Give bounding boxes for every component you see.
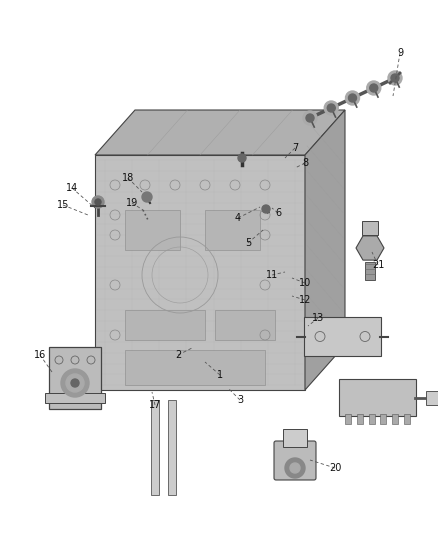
Bar [168, 400, 176, 495]
Circle shape [346, 91, 360, 105]
FancyBboxPatch shape [283, 429, 307, 447]
Text: 9: 9 [397, 48, 403, 58]
Text: 5: 5 [245, 238, 251, 248]
Circle shape [290, 463, 300, 473]
Text: 18: 18 [122, 173, 134, 183]
FancyBboxPatch shape [49, 347, 101, 409]
Text: 10: 10 [299, 278, 311, 288]
Circle shape [61, 369, 89, 397]
Bar [151, 400, 159, 495]
Circle shape [71, 379, 79, 387]
Text: 14: 14 [66, 183, 78, 193]
Circle shape [327, 104, 335, 112]
Circle shape [388, 71, 402, 85]
Text: 19: 19 [126, 198, 138, 208]
Circle shape [391, 74, 399, 82]
Text: 7: 7 [292, 143, 298, 153]
Text: 12: 12 [299, 295, 311, 305]
Text: 11: 11 [266, 270, 278, 280]
FancyBboxPatch shape [45, 393, 105, 403]
FancyBboxPatch shape [304, 317, 381, 356]
Bar [357, 414, 363, 424]
Bar [345, 414, 351, 424]
Text: 20: 20 [329, 463, 341, 473]
Bar [215, 310, 275, 340]
Polygon shape [356, 236, 384, 260]
Circle shape [92, 196, 104, 208]
Bar [125, 310, 205, 340]
Circle shape [238, 154, 246, 162]
Circle shape [66, 374, 84, 392]
Bar [380, 414, 386, 424]
Bar [392, 414, 398, 424]
Polygon shape [95, 155, 305, 390]
Circle shape [95, 199, 101, 205]
Bar [404, 414, 410, 424]
Circle shape [370, 84, 378, 92]
Text: 3: 3 [237, 395, 243, 405]
FancyBboxPatch shape [362, 221, 378, 235]
Circle shape [142, 192, 152, 202]
Text: 6: 6 [275, 208, 281, 218]
Bar [125, 210, 180, 250]
Circle shape [324, 101, 338, 115]
Polygon shape [95, 110, 345, 155]
Bar [369, 414, 374, 424]
Polygon shape [305, 110, 345, 390]
Bar [125, 350, 265, 385]
Circle shape [303, 111, 317, 125]
Text: 17: 17 [149, 400, 161, 410]
Circle shape [285, 458, 305, 478]
Text: 4: 4 [235, 213, 241, 223]
FancyBboxPatch shape [274, 441, 316, 480]
Text: 16: 16 [34, 350, 46, 360]
Circle shape [306, 114, 314, 122]
Circle shape [367, 81, 381, 95]
Text: 21: 21 [372, 260, 384, 270]
FancyBboxPatch shape [339, 379, 416, 416]
Bar [205, 210, 260, 250]
Text: 15: 15 [57, 200, 69, 210]
FancyBboxPatch shape [365, 262, 375, 280]
Circle shape [262, 205, 270, 213]
FancyBboxPatch shape [426, 391, 438, 405]
Circle shape [349, 94, 357, 102]
Text: 13: 13 [312, 313, 324, 323]
Text: 8: 8 [302, 158, 308, 168]
Text: 2: 2 [175, 350, 181, 360]
Text: 1: 1 [217, 370, 223, 380]
